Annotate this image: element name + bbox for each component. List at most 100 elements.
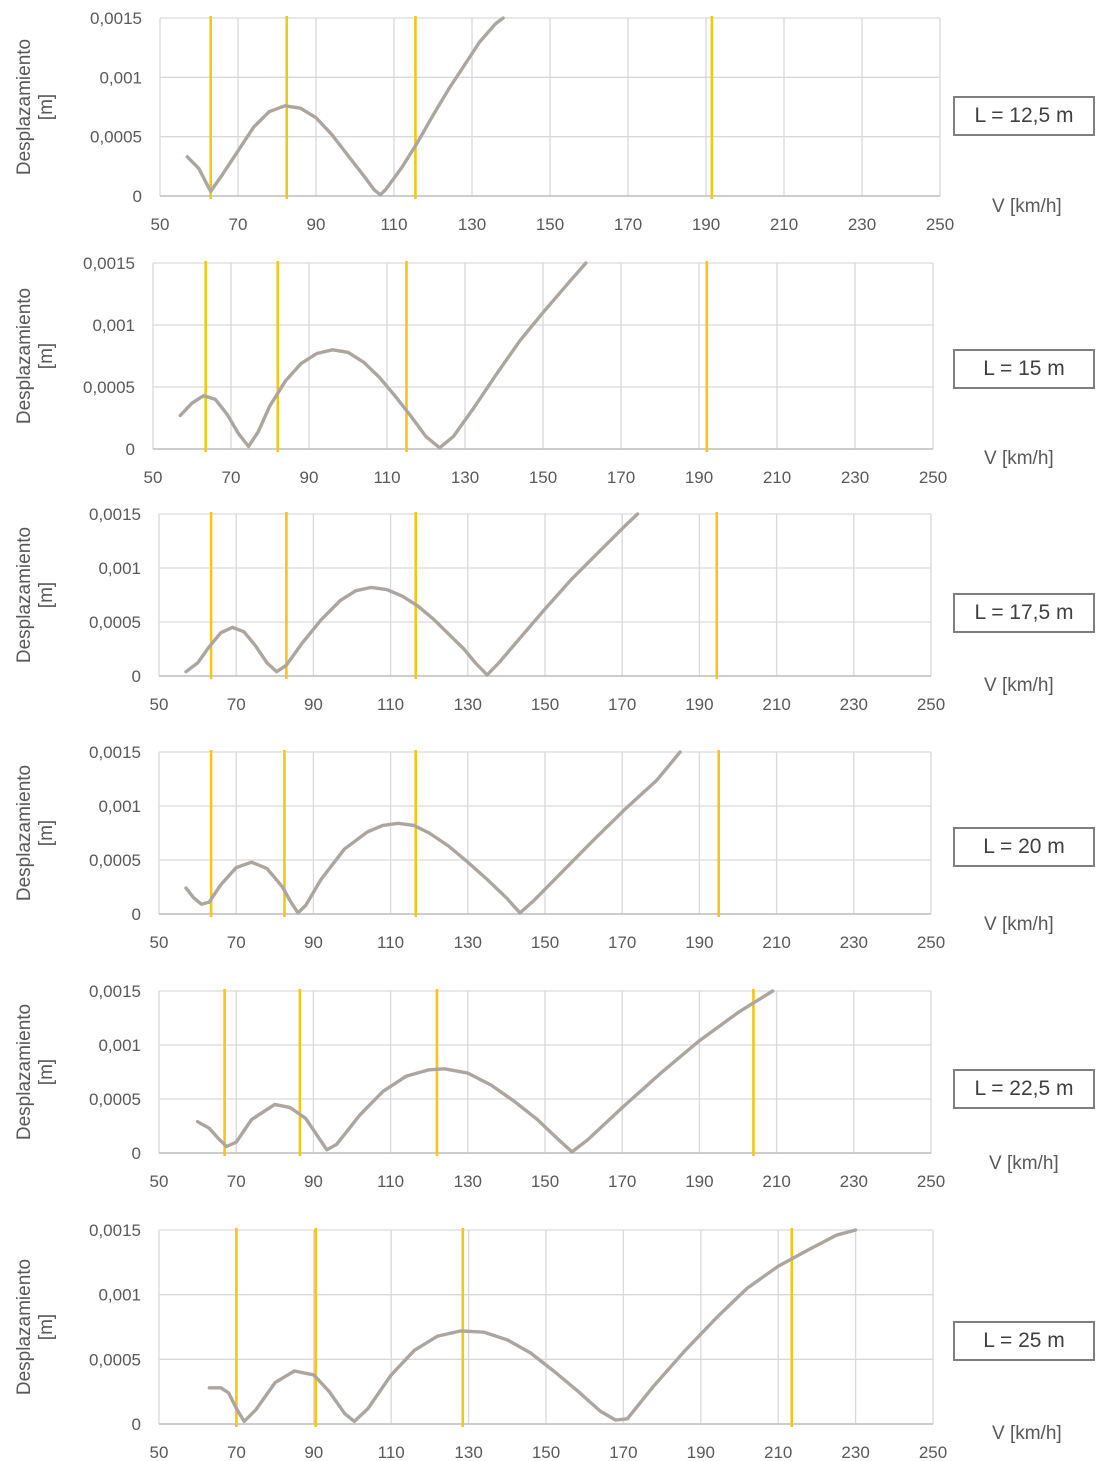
- x-tick-label: 190: [685, 933, 713, 952]
- x-tick-label: 210: [762, 933, 790, 952]
- x-tick-label: 170: [608, 1172, 636, 1191]
- x-tick-label: 130: [454, 1172, 482, 1191]
- y-tick-label: 0: [132, 1415, 141, 1434]
- chart-panel: Desplazamiento [m] 50 70 90 110 130 150 170 190 21…: [0, 982, 1097, 1223]
- x-tick-label: 230: [840, 695, 868, 714]
- chart-panel: Desplazamiento [m] 50 70 90 110 130 150 170 190 21…: [0, 248, 1097, 504]
- x-tick-label: 210: [762, 1172, 790, 1191]
- displacement-curve: [184, 750, 682, 915]
- x-tick-label: 190: [685, 1172, 713, 1191]
- y-tick-label: 0,0015: [89, 982, 141, 1001]
- x-axis-label: V [km/h]: [992, 196, 1062, 217]
- span-length-box: L = 17,5 m: [953, 593, 1095, 633]
- displacement-curve: [195, 989, 775, 1154]
- x-tick-label: 250: [926, 215, 954, 234]
- plot-svg: 50 70 90 110 130 150 170 190 210 230 250 0 0,0005 0,0…: [89, 982, 945, 1191]
- x-tick-label: 110: [380, 215, 407, 234]
- x-tick-label: 210: [770, 215, 798, 234]
- y-tick-label: 0,001: [98, 559, 141, 578]
- x-tick-label: 150: [531, 933, 559, 952]
- y-tick-label: 0: [132, 1144, 141, 1163]
- displacement-curve: [178, 261, 588, 450]
- x-tick-label: 50: [151, 215, 170, 234]
- x-tick-label: 230: [841, 468, 869, 487]
- x-axis-label: V [km/h]: [992, 1423, 1062, 1444]
- x-tick-label: 130: [451, 468, 479, 487]
- chart-panel: Desplazamiento [m] 50 70 90 110 130 150 170 190 21…: [0, 1221, 1097, 1461]
- x-tick-label: 130: [454, 1443, 482, 1461]
- x-tick-label: 90: [304, 695, 323, 714]
- y-tick-label: 0,001: [98, 1286, 141, 1305]
- x-tick-label: 170: [614, 215, 642, 234]
- x-tick-label: 110: [377, 1172, 404, 1191]
- x-tick-label: 230: [840, 933, 868, 952]
- x-tick-label: 50: [150, 1172, 169, 1191]
- x-tick-label: 170: [608, 695, 636, 714]
- y-tick-label: 0,0005: [89, 851, 141, 870]
- x-tick-label: 250: [917, 695, 945, 714]
- x-tick-label: 190: [685, 468, 713, 487]
- x-tick-label: 90: [304, 1443, 323, 1461]
- x-tick-label: 230: [841, 1443, 869, 1461]
- y-tick-label: 0,0005: [90, 128, 142, 147]
- x-tick-label: 210: [763, 468, 791, 487]
- span-length-box: L = 15 m: [953, 349, 1095, 389]
- x-tick-label: 110: [373, 468, 400, 487]
- x-tick-label: 190: [692, 215, 720, 234]
- x-tick-label: 170: [607, 468, 635, 487]
- x-tick-label: 150: [531, 695, 559, 714]
- x-tick-label: 70: [222, 468, 241, 487]
- y-tick-label: 0,0005: [89, 1350, 141, 1369]
- chart-panel: Desplazamiento [m] 50 70 90 110 130 150 170 190 21…: [0, 743, 1097, 983]
- plot-svg: 50 70 90 110 130 150 170 190 210 230 250 0 0,0005 0,0…: [89, 743, 945, 952]
- y-tick-label: 0: [133, 187, 142, 206]
- x-tick-label: 70: [229, 215, 248, 234]
- displacement-curve: [207, 1228, 858, 1424]
- x-tick-label: 210: [764, 1443, 792, 1461]
- y-tick-label: 0,001: [99, 68, 142, 87]
- displacement-curve: [184, 512, 640, 677]
- chart-panel: Desplazamiento [m] 50 70 90 110 130 150 170 190 21…: [0, 504, 1097, 744]
- y-tick-label: 0,0015: [89, 743, 141, 762]
- x-tick-label: 130: [458, 215, 486, 234]
- plot-svg: 50 70 90 110 130 150 170 190 210 230 250 0 0,0005 0,0…: [89, 505, 945, 714]
- y-tick-label: 0,0015: [83, 254, 135, 273]
- x-tick-label: 250: [917, 1172, 945, 1191]
- y-tick-label: 0: [132, 667, 141, 686]
- x-tick-label: 90: [304, 1172, 323, 1191]
- y-tick-label: 0,0015: [89, 505, 141, 524]
- plot-svg: 50 70 90 110 130 150 170 190 210 230 250 0 0,0005 0,0…: [90, 9, 954, 234]
- displacement-curve: [185, 16, 505, 197]
- x-tick-label: 230: [848, 215, 876, 234]
- x-tick-label: 250: [919, 468, 947, 487]
- x-tick-label: 210: [762, 695, 790, 714]
- x-tick-label: 150: [531, 1172, 559, 1191]
- x-axis-label: V [km/h]: [984, 914, 1054, 935]
- y-tick-label: 0,0005: [89, 1090, 141, 1109]
- x-tick-label: 90: [307, 215, 326, 234]
- y-tick-label: 0,0005: [89, 613, 141, 632]
- x-tick-label: 110: [377, 695, 404, 714]
- x-axis-label: V [km/h]: [984, 675, 1054, 696]
- y-tick-label: 0: [126, 440, 135, 459]
- x-tick-label: 70: [227, 1443, 246, 1461]
- x-tick-label: 50: [150, 1443, 169, 1461]
- x-tick-label: 190: [685, 695, 713, 714]
- x-tick-label: 150: [529, 468, 557, 487]
- y-tick-label: 0,001: [98, 1036, 141, 1055]
- y-tick-label: 0,001: [92, 316, 135, 335]
- x-tick-label: 110: [378, 1443, 405, 1461]
- x-tick-label: 90: [304, 933, 323, 952]
- x-tick-label: 70: [227, 933, 246, 952]
- y-tick-label: 0,0015: [90, 9, 142, 28]
- x-tick-label: 130: [454, 933, 482, 952]
- x-tick-label: 110: [377, 933, 404, 952]
- x-tick-label: 170: [609, 1443, 637, 1461]
- plot-svg: 50 70 90 110 130 150 170 190 210 230 250 0 0,0005 0,0…: [83, 254, 947, 487]
- span-length-box: L = 12,5 m: [953, 96, 1095, 136]
- y-tick-label: 0,001: [98, 797, 141, 816]
- x-tick-label: 50: [150, 933, 169, 952]
- x-tick-label: 90: [300, 468, 319, 487]
- y-tick-label: 0,0005: [83, 378, 135, 397]
